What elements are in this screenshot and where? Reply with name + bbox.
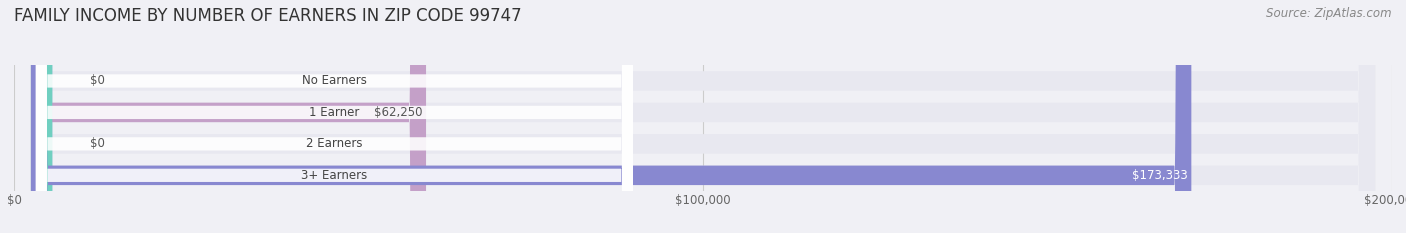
FancyBboxPatch shape — [37, 0, 633, 233]
FancyBboxPatch shape — [31, 0, 1375, 233]
Text: FAMILY INCOME BY NUMBER OF EARNERS IN ZIP CODE 99747: FAMILY INCOME BY NUMBER OF EARNERS IN ZI… — [14, 7, 522, 25]
Text: Source: ZipAtlas.com: Source: ZipAtlas.com — [1267, 7, 1392, 20]
Text: 1 Earner: 1 Earner — [309, 106, 360, 119]
FancyBboxPatch shape — [31, 0, 1375, 233]
Text: $0: $0 — [90, 137, 104, 150]
Text: 2 Earners: 2 Earners — [307, 137, 363, 150]
Text: $173,333: $173,333 — [1132, 169, 1188, 182]
FancyBboxPatch shape — [31, 0, 1191, 233]
Text: $0: $0 — [90, 75, 104, 87]
Text: $62,250: $62,250 — [374, 106, 422, 119]
FancyBboxPatch shape — [31, 0, 52, 233]
FancyBboxPatch shape — [37, 0, 633, 233]
FancyBboxPatch shape — [31, 0, 1375, 233]
FancyBboxPatch shape — [37, 0, 633, 233]
FancyBboxPatch shape — [37, 0, 633, 233]
Text: 3+ Earners: 3+ Earners — [301, 169, 367, 182]
FancyBboxPatch shape — [31, 0, 426, 233]
FancyBboxPatch shape — [31, 0, 1375, 233]
FancyBboxPatch shape — [31, 0, 52, 233]
Text: No Earners: No Earners — [302, 75, 367, 87]
